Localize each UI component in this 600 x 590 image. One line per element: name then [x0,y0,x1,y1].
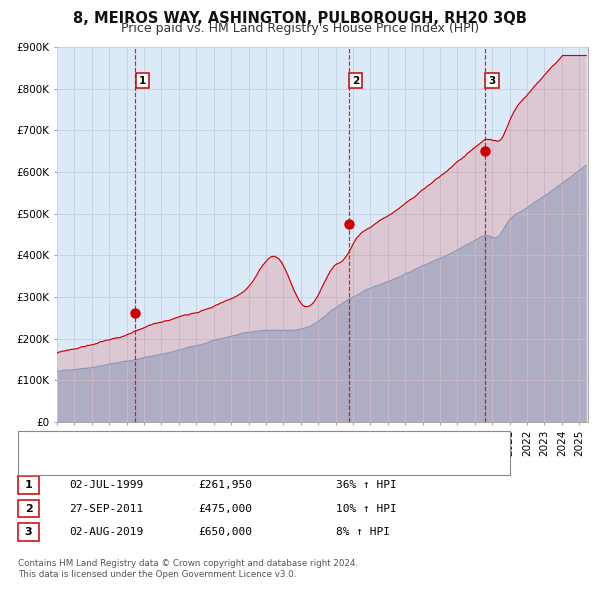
Text: 36% ↑ HPI: 36% ↑ HPI [336,480,397,490]
Text: 8% ↑ HPI: 8% ↑ HPI [336,527,390,537]
Text: £475,000: £475,000 [198,504,252,513]
Text: 1: 1 [139,76,146,86]
Text: 2: 2 [25,504,32,513]
Text: 10% ↑ HPI: 10% ↑ HPI [336,504,397,513]
Text: This data is licensed under the Open Government Licence v3.0.: This data is licensed under the Open Gov… [18,571,296,579]
Text: £261,950: £261,950 [198,480,252,490]
Text: 27-SEP-2011: 27-SEP-2011 [69,504,143,513]
Text: 3: 3 [25,527,32,537]
Text: 8, MEIROS WAY, ASHINGTON, PULBOROUGH, RH20 3QB: 8, MEIROS WAY, ASHINGTON, PULBOROUGH, RH… [73,11,527,25]
Text: 3: 3 [488,76,496,86]
Text: Price paid vs. HM Land Registry's House Price Index (HPI): Price paid vs. HM Land Registry's House … [121,22,479,35]
Text: 2: 2 [352,76,359,86]
Text: Contains HM Land Registry data © Crown copyright and database right 2024.: Contains HM Land Registry data © Crown c… [18,559,358,568]
Text: 02-AUG-2019: 02-AUG-2019 [69,527,143,537]
Text: £650,000: £650,000 [198,527,252,537]
Text: 8, MEIROS WAY, ASHINGTON, PULBOROUGH, RH20 3QB (detached house): 8, MEIROS WAY, ASHINGTON, PULBOROUGH, RH… [55,439,422,449]
Text: 1: 1 [25,480,32,490]
Text: HPI: Average price, detached house, Horsham: HPI: Average price, detached house, Hors… [55,458,284,467]
Text: 02-JUL-1999: 02-JUL-1999 [69,480,143,490]
